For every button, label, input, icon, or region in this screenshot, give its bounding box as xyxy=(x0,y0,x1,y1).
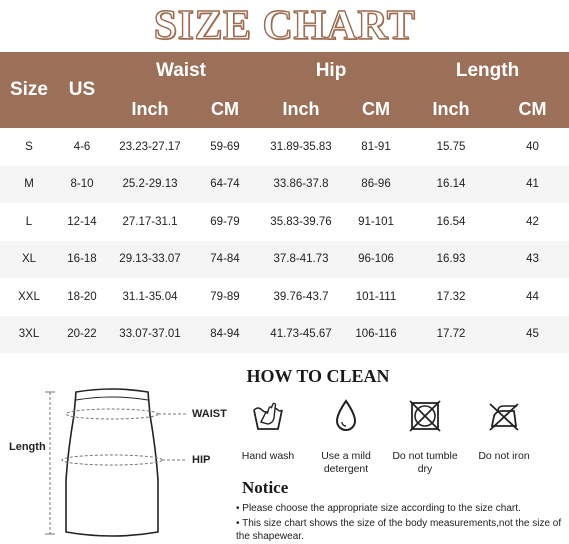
cell-length-cm: 44 xyxy=(526,290,539,303)
cell-length-cm: 40 xyxy=(526,140,539,153)
hand-wash-icon xyxy=(248,396,288,436)
waist-label: WAIST xyxy=(192,408,227,420)
cell-length-inch: 16.93 xyxy=(406,240,497,278)
cell-hip-cm: 96-106 xyxy=(346,240,407,278)
cell-us: 16-18 xyxy=(58,240,106,278)
cell-hip-inch: 39.76-43.7 xyxy=(273,290,329,303)
shapewear-skirt-illustration xyxy=(45,388,186,537)
cell-waist-cm: 84-94 xyxy=(194,315,256,353)
cell-length-inch: 15.75 xyxy=(436,140,466,153)
header-waist-cm: CM xyxy=(194,90,256,128)
cell-size: 3XL xyxy=(0,315,58,353)
hip-label: HIP xyxy=(192,454,211,466)
table-row: L 12-14 27.17-31.1 69-79 35.83-39.76 91-… xyxy=(0,203,569,241)
cell-waist-inch: 23.23-27.17 xyxy=(119,140,181,153)
care-label: Do not iron xyxy=(478,450,530,462)
cell-waist-cm: 79-89 xyxy=(210,290,240,303)
header-row-units: Inch CM Inch CM Inch CM xyxy=(0,90,569,128)
cell-hip-inch: 33.86-37.8 xyxy=(256,165,346,203)
care-label: Do not tumble dry xyxy=(392,450,458,475)
care-item-mild-detergent: Use a mild detergent xyxy=(306,396,386,476)
cell-length-cm: 45 xyxy=(496,315,569,353)
cell-length-inch: 17.32 xyxy=(436,290,466,303)
cell-hip-inch: 35.83-39.76 xyxy=(270,215,332,228)
cell-waist-inch: 33.07-37.01 xyxy=(106,315,194,353)
cell-hip-cm: 86-96 xyxy=(346,165,407,203)
header-hip-cm: CM xyxy=(346,90,407,128)
cell-us: 8-10 xyxy=(58,165,106,203)
header-hip-inch: Inch xyxy=(256,90,346,128)
no-tumble-dry-icon xyxy=(405,396,445,436)
cell-waist-inch: 29.13-33.07 xyxy=(106,240,194,278)
table-row: XL 16-18 29.13-33.07 74-84 37.8-41.73 96… xyxy=(0,240,569,278)
care-item-hand-wash: Hand wash xyxy=(228,396,308,463)
cell-hip-cm: 91-101 xyxy=(358,215,394,228)
cell-waist-inch: 25.2-29.13 xyxy=(106,165,194,203)
header-row-groups: Size US Waist Hip Length xyxy=(0,52,569,128)
cell-size: M xyxy=(0,165,58,203)
no-iron-icon xyxy=(484,396,524,436)
cell-length-cm: 41 xyxy=(496,165,569,203)
table-row: M 8-10 25.2-29.13 64-74 33.86-37.8 86-96… xyxy=(0,165,569,203)
care-label: Hand wash xyxy=(241,450,295,462)
header-length-inch: Inch xyxy=(406,90,497,128)
header-size: Size xyxy=(0,52,58,128)
cell-hip-inch: 41.73-45.67 xyxy=(256,315,346,353)
cell-hip-inch: 31.89-35.83 xyxy=(270,140,332,153)
table-row: XXL 18-20 31.1-35.04 79-89 39.76-43.7 10… xyxy=(0,278,569,316)
cell-hip-inch: 37.8-41.73 xyxy=(256,240,346,278)
cell-us: 4-6 xyxy=(73,140,91,153)
header-length-cm: CM xyxy=(496,90,569,128)
header-us: US xyxy=(58,52,106,128)
table-row: 3XL 20-22 33.07-37.01 84-94 41.73-45.67 … xyxy=(0,315,569,353)
cell-us: 12-14 xyxy=(67,215,97,228)
notice-list: • Please choose the appropriate size acc… xyxy=(236,502,566,544)
measurement-diagram: Length WAIST HIP xyxy=(0,370,240,544)
header-waist: Waist xyxy=(106,52,256,90)
cell-waist-cm: 59-69 xyxy=(210,140,240,153)
header-hip: Hip xyxy=(256,52,407,90)
cell-hip-cm: 81-91 xyxy=(361,140,391,153)
cell-hip-cm: 106-116 xyxy=(346,315,407,353)
notice-item: • This size chart shows the size of the … xyxy=(236,518,562,542)
cell-length-inch: 16.14 xyxy=(406,165,497,203)
cell-length-cm: 43 xyxy=(496,240,569,278)
length-label: Length xyxy=(9,441,46,453)
cell-length-inch: 17.72 xyxy=(406,315,497,353)
cell-size: XL xyxy=(0,240,58,278)
how-to-clean-title: HOW TO CLEAN xyxy=(246,366,390,386)
cell-size: L xyxy=(25,215,33,228)
notice-title: Notice xyxy=(242,478,289,497)
cell-waist-cm: 69-79 xyxy=(210,215,240,228)
size-chart-table: Size US Waist Hip Length Inch CM Inch CM… xyxy=(0,52,569,353)
care-item-no-iron: Do not iron xyxy=(464,396,544,463)
mild-detergent-icon xyxy=(326,396,366,436)
page-title: SIZE CHART xyxy=(153,2,416,49)
header-length: Length xyxy=(406,52,569,90)
cell-length-inch: 16.54 xyxy=(436,215,466,228)
care-item-no-tumble-dry: Do not tumble dry xyxy=(385,396,465,476)
cell-waist-inch: 27.17-31.1 xyxy=(122,215,178,228)
care-label: Use a mild detergent xyxy=(321,450,371,475)
cell-waist-inch: 31.1-35.04 xyxy=(122,290,178,303)
cell-waist-cm: 64-74 xyxy=(194,165,256,203)
cell-size: S xyxy=(25,140,33,153)
cell-hip-cm: 101-111 xyxy=(355,290,397,303)
cell-us: 18-20 xyxy=(67,290,97,303)
cell-size: XXL xyxy=(18,290,40,303)
notice-item: • Please choose the appropriate size acc… xyxy=(236,503,521,514)
cell-waist-cm: 74-84 xyxy=(194,240,256,278)
header-waist-inch: Inch xyxy=(106,90,194,128)
cell-length-cm: 42 xyxy=(526,215,539,228)
cell-us: 20-22 xyxy=(58,315,106,353)
table-row: S 4-6 23.23-27.17 59-69 31.89-35.83 81-9… xyxy=(0,128,569,166)
